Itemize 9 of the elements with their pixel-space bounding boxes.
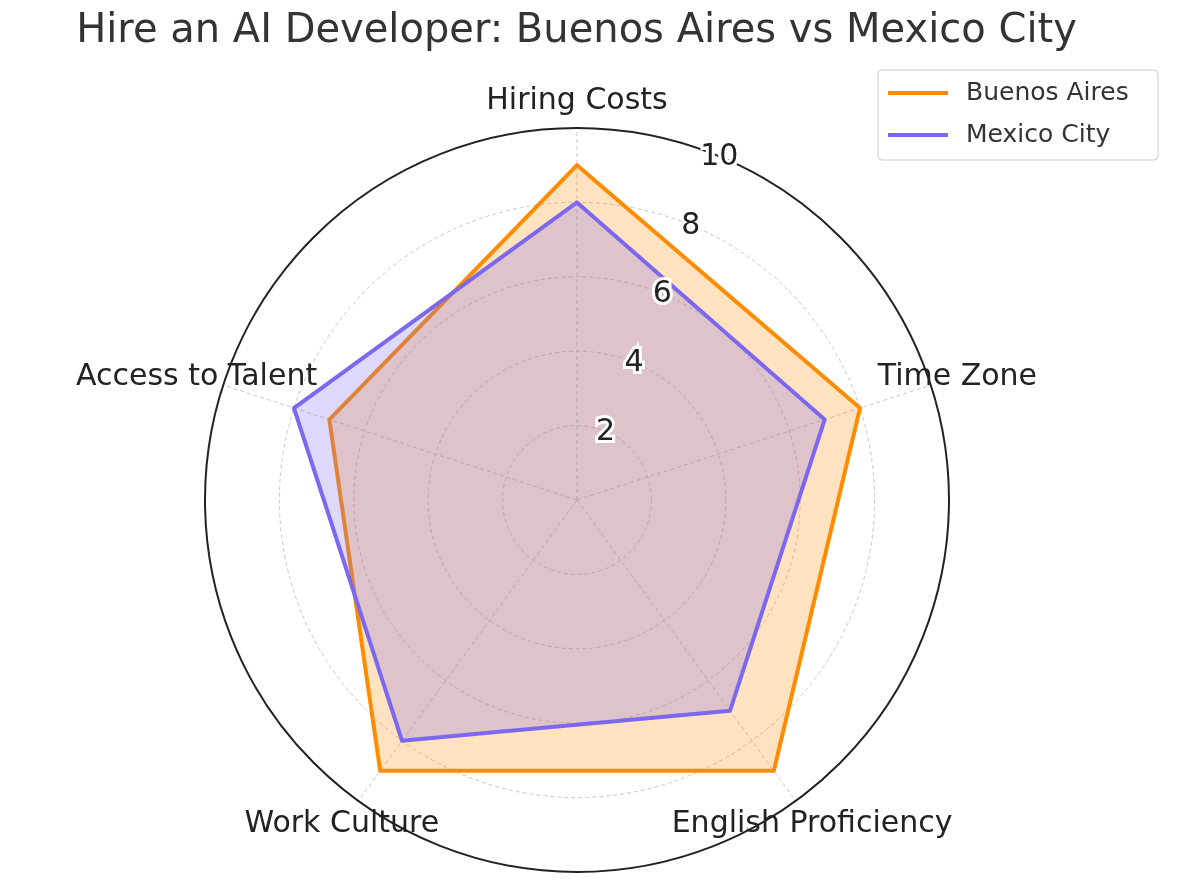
legend-label: Buenos Aires [966, 77, 1129, 106]
spoke-label: Access to Talent [75, 356, 318, 392]
y-tick-label: 4 [624, 343, 644, 379]
y-tick-label: 6 [652, 274, 672, 310]
legend-label: Mexico City [966, 119, 1111, 148]
y-tick-label: 2 [595, 411, 616, 447]
chart-title: Hire an AI Developer: Buenos Aires vs Mexico City [76, 5, 1077, 51]
y-tick-label: 8 [681, 205, 701, 241]
spoke-label: Hiring Costs [486, 80, 668, 116]
